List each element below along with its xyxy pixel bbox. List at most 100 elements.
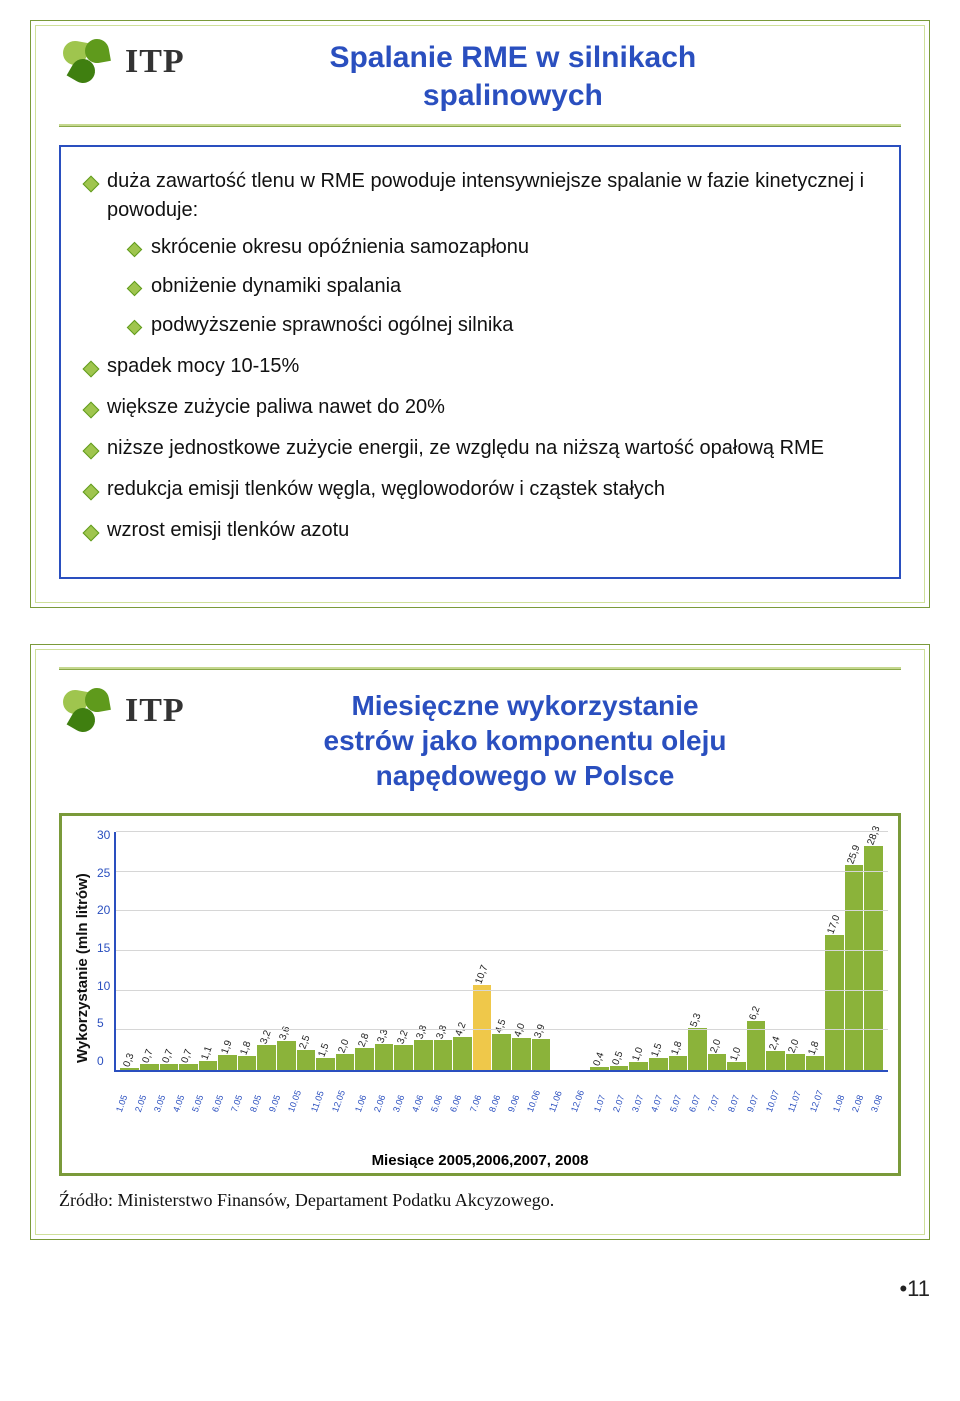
- title-line: napędowego w Polsce: [376, 760, 675, 791]
- bar-value-label: 3,9: [532, 1023, 547, 1040]
- title-line: Spalanie RME w silnikach: [329, 41, 696, 74]
- gridline: [116, 831, 888, 832]
- logo-mark: [59, 39, 119, 85]
- bar: 3,8: [414, 1040, 434, 1070]
- bar: 2,0: [786, 1054, 806, 1070]
- slide2-header: ITP Miesięczne wykorzystanie estrów jako…: [59, 688, 901, 793]
- bar-value-label: 0,4: [591, 1051, 606, 1068]
- slide1-title: Spalanie RME w silnikach spalinowych: [125, 39, 901, 114]
- bar-value-label: 0,5: [611, 1050, 626, 1067]
- slide1-header: ITP Spalanie RME w silnikach spalinowych: [59, 39, 901, 114]
- bar-value-label: 0,7: [160, 1048, 175, 1065]
- bar: 3,8: [434, 1040, 454, 1070]
- title-line: estrów jako komponentu oleju: [324, 725, 727, 756]
- bar: 10,7: [473, 985, 493, 1070]
- slide-1: ITP Spalanie RME w silnikach spalinowych…: [30, 20, 930, 608]
- bar-value-label: 1,9: [219, 1039, 234, 1056]
- bar-value-label: 0,7: [141, 1048, 156, 1065]
- bar: 0,4: [590, 1067, 610, 1070]
- bullet-item: wzrost emisji tlenków azotu: [85, 516, 875, 545]
- bar-value-label: 2,8: [356, 1032, 371, 1049]
- slide-2: ITP Miesięczne wykorzystanie estrów jako…: [30, 644, 930, 1240]
- bar-value-label: 3,2: [258, 1028, 273, 1045]
- bar: 1,8: [238, 1056, 258, 1070]
- bar-value-label: 1,1: [199, 1045, 214, 1062]
- gridline: [116, 910, 888, 911]
- bar: 2,5: [297, 1050, 317, 1070]
- chart-body: Wykorzystanie (mln litrów) 302520151050 …: [72, 828, 888, 1108]
- bar-value-label: 1,8: [806, 1040, 821, 1057]
- bar-value-label: 1,0: [630, 1046, 645, 1063]
- bar-value-label: 1,8: [669, 1040, 684, 1057]
- bullet-item: niższe jednostkowe zużycie energii, ze w…: [85, 434, 875, 463]
- bar-value-label: 3,6: [278, 1025, 293, 1042]
- bullet-text: duża zawartość tlenu w RME powoduje inte…: [107, 170, 864, 221]
- x-axis-label: Miesiące 2005,2006,2007, 2008: [72, 1152, 888, 1169]
- bar: 4,0: [512, 1038, 532, 1070]
- bar: 1,5: [316, 1058, 336, 1070]
- divider: [59, 667, 901, 670]
- sub-item: obniżenie dynamiki spalania: [129, 272, 875, 301]
- y-tick: 10: [97, 979, 110, 993]
- gridline: [116, 950, 888, 951]
- bar: 17,0: [825, 935, 845, 1070]
- bullet-item: spadek mocy 10-15%: [85, 352, 875, 381]
- bar: 6,2: [747, 1021, 767, 1070]
- bar-value-label: 2,0: [709, 1038, 724, 1055]
- sub-item: skrócenie okresu opóźnienia samozapłonu: [129, 233, 875, 262]
- bar: 1,9: [218, 1055, 238, 1070]
- y-tick: 0: [97, 1054, 110, 1068]
- bar-value-label: 25,9: [846, 843, 863, 865]
- y-tick: 30: [97, 828, 110, 842]
- bar-value-label: 4,5: [493, 1018, 508, 1035]
- bar-container: 0,30,70,70,71,11,91,83,23,62,51,52,02,83…: [116, 832, 888, 1070]
- bar-value-label: 5,3: [689, 1012, 704, 1029]
- y-ticks: 302520151050: [93, 828, 114, 1068]
- bar: 0,7: [140, 1064, 160, 1070]
- bar-value-label: 0,7: [180, 1048, 195, 1065]
- bar-value-label: 17,0: [826, 914, 843, 936]
- bar: 28,3: [864, 846, 884, 1071]
- bar: 2,0: [708, 1054, 728, 1070]
- bar-value-label: 28,3: [865, 824, 882, 846]
- bar-value-label: 0,3: [121, 1051, 136, 1068]
- bullet-list: duża zawartość tlenu w RME powoduje inte…: [85, 167, 875, 545]
- bar-value-label: 3,8: [434, 1024, 449, 1041]
- bar-value-label: 6,2: [748, 1005, 763, 1022]
- y-tick: 25: [97, 866, 110, 880]
- bar: 5,3: [688, 1028, 708, 1070]
- sub-list: skrócenie okresu opóźnienia samozapłonu …: [107, 233, 875, 340]
- bar: 3,2: [257, 1045, 277, 1070]
- chart-frame: Wykorzystanie (mln litrów) 302520151050 …: [59, 813, 901, 1176]
- bar: 1,8: [669, 1056, 689, 1070]
- sub-item: podwyższenie sprawności ogólnej silnika: [129, 311, 875, 340]
- bullet-item: większe zużycie paliwa nawet do 20%: [85, 393, 875, 422]
- x-ticks: 1.052.053.054.055.056.057.058.059.0510.0…: [72, 1110, 888, 1150]
- bar: 2,8: [355, 1048, 375, 1070]
- bar: 25,9: [845, 865, 865, 1070]
- bar-value-label: 2,4: [767, 1035, 782, 1052]
- bar: 1,5: [649, 1058, 669, 1070]
- bar: 1,8: [806, 1056, 826, 1070]
- bar: 4,2: [453, 1037, 473, 1070]
- bar-value-label: 2,0: [787, 1038, 802, 1055]
- bar: 0,5: [610, 1066, 630, 1070]
- title-line: Miesięczne wykorzystanie: [351, 690, 698, 721]
- chart-plot: 0,30,70,70,71,11,91,83,23,62,51,52,02,83…: [114, 832, 888, 1072]
- logo-mark: [59, 688, 119, 734]
- bullet-item: redukcja emisji tlenków węgla, węglowodo…: [85, 475, 875, 504]
- slide2-title: Miesięczne wykorzystanie estrów jako kom…: [149, 688, 901, 793]
- gridline: [116, 990, 888, 991]
- bar: 1,0: [727, 1062, 747, 1070]
- page-number-value: 11: [907, 1276, 930, 1301]
- y-axis-label: Wykorzystanie (mln litrów): [72, 828, 93, 1108]
- bar-value-label: 3,8: [415, 1024, 430, 1041]
- y-tick: 5: [97, 1016, 110, 1030]
- bar: 2,0: [336, 1054, 356, 1070]
- page-number: •11: [30, 1276, 930, 1302]
- bar: 1,1: [199, 1061, 219, 1070]
- bar: 3,9: [532, 1039, 552, 1070]
- bar-value-label: 3,2: [395, 1028, 410, 1045]
- gridline: [116, 1029, 888, 1030]
- bar-value-label: 2,5: [297, 1034, 312, 1051]
